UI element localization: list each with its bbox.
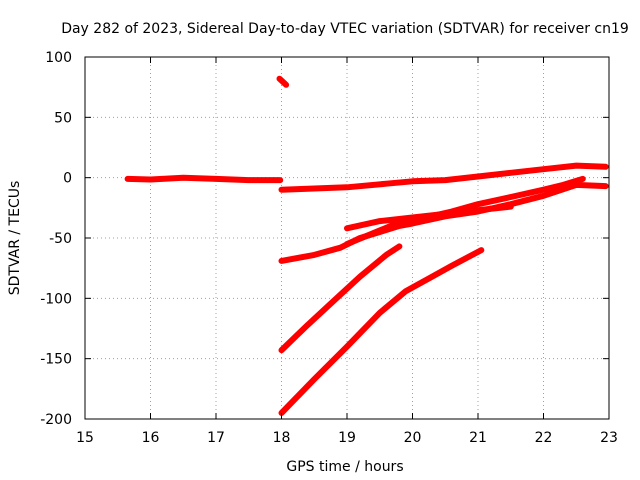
y-tick-label: -50 (49, 231, 72, 247)
x-tick-label: 23 (600, 430, 618, 446)
x-tick-label: 17 (207, 430, 225, 446)
series-track-3 (278, 162, 609, 193)
x-tick-label: 19 (338, 430, 356, 446)
chart-title: Day 282 of 2023, Sidereal Day-to-day VTE… (61, 21, 629, 37)
y-tick-label: 50 (54, 110, 72, 126)
y-tick-label: 100 (45, 50, 72, 66)
y-tick-label: -150 (40, 352, 72, 368)
x-tick-label: 16 (142, 430, 160, 446)
series-track-2 (276, 75, 290, 88)
series-track-4 (278, 181, 609, 264)
series-track-6 (344, 203, 514, 232)
series-track-1 (124, 174, 284, 184)
series-group (124, 75, 609, 416)
y-tick-label: -200 (40, 412, 72, 428)
x-tick-label: 18 (273, 430, 291, 446)
x-tick-label: 22 (535, 430, 553, 446)
series-track-8 (278, 247, 485, 416)
x-tick-label: 21 (469, 430, 487, 446)
x-tick-label: 20 (404, 430, 422, 446)
y-axis-label: SDTVAR / TECUs (7, 181, 23, 296)
y-tick-label: 0 (63, 171, 72, 187)
series-track-5 (344, 175, 586, 247)
y-tick-label: -100 (40, 291, 72, 307)
axis-ticks: 15 16 17 18 19 20 21 22 23 100 50 0 -50 -100 -150 -200 (40, 50, 618, 446)
series-track-7 (278, 243, 403, 354)
x-tick-label: 15 (76, 430, 94, 446)
grid-lines (85, 57, 609, 419)
x-axis-label: GPS time / hours (286, 459, 403, 475)
